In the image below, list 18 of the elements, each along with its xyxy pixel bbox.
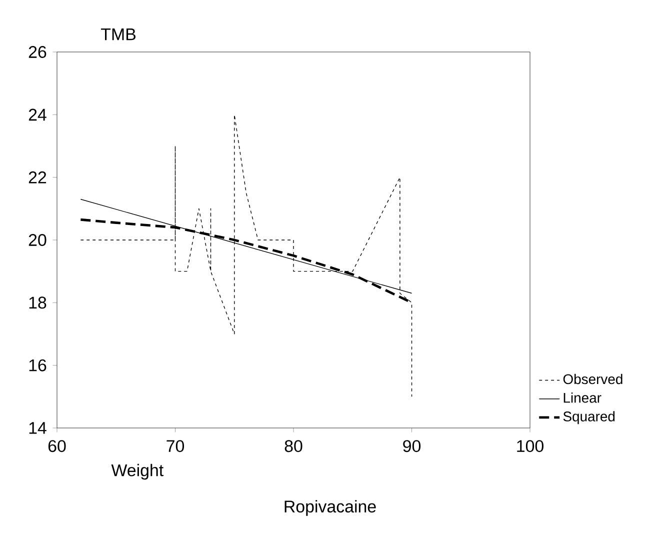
x-tick-label: 80 <box>284 440 302 452</box>
y-tick-label: 26 <box>28 46 46 58</box>
x-tick-label: 100 <box>517 440 544 452</box>
legend-label: Squared <box>563 411 615 424</box>
y-tick-label: 18 <box>29 296 46 309</box>
x-axis-title: Weight <box>111 464 164 480</box>
legend-label: Observed <box>563 374 622 384</box>
x-tick-label: 60 <box>48 440 66 452</box>
y-tick-label: 20 <box>28 234 46 246</box>
y-tick-label: 16 <box>29 359 46 372</box>
y-axis-title: TMB <box>101 28 136 40</box>
legend-label: Linear <box>564 392 602 403</box>
y-tick-label: 14 <box>29 422 46 434</box>
y-tick-label: 24 <box>28 108 46 121</box>
x-tick-label: 70 <box>166 440 184 452</box>
text: Ropivacaine <box>284 500 376 516</box>
y-tick-label: 22 <box>28 171 46 184</box>
x-tick-label: 90 <box>403 440 421 452</box>
